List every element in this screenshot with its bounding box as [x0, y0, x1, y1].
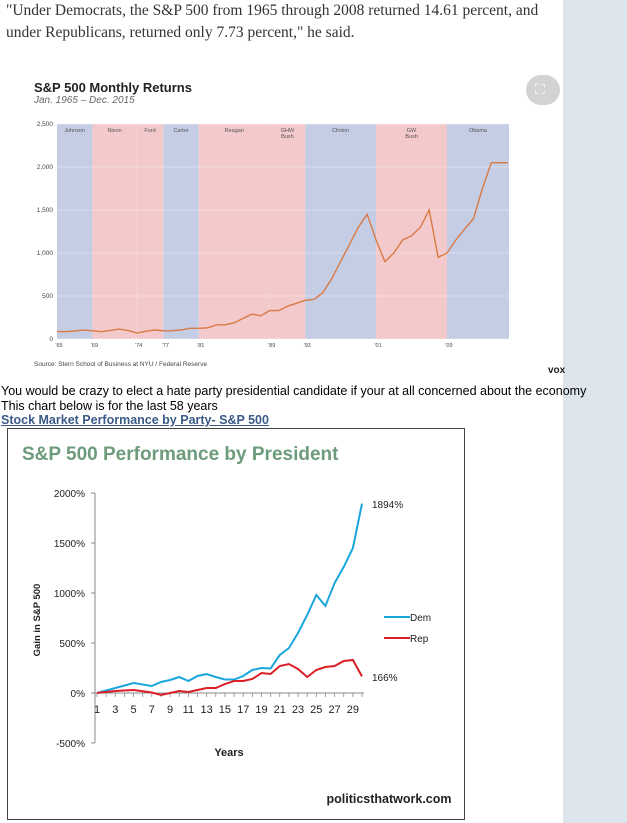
- x-tick-label: '69: [91, 343, 98, 349]
- x-tick-label: '77: [162, 343, 169, 349]
- president-label-8-0: Obama: [469, 128, 488, 134]
- president-band-1: [92, 124, 137, 339]
- president-band-5: [269, 124, 306, 339]
- quote-text: "Under Democrats, the S&P 500 from 1965 …: [6, 2, 539, 41]
- president-label-7-1: Bush: [405, 134, 418, 140]
- body-line-2: This chart below is for the last 58 year…: [1, 399, 218, 413]
- chart1-subtitle: Jan. 1965 – Dec. 2015: [34, 95, 135, 106]
- y-tick-label: 2,500: [37, 121, 54, 128]
- chart1-title: S&P 500 Monthly Returns: [34, 80, 192, 95]
- sp500-line: [56, 161, 509, 334]
- president-label-2-0: Ford: [144, 128, 155, 134]
- president-label-6-0: Clinton: [332, 128, 349, 134]
- president-label-4-0: Reagan: [225, 128, 244, 134]
- president-band-8: [446, 124, 509, 339]
- president-band-6: [305, 124, 377, 339]
- y-tick-label: 0: [49, 336, 53, 343]
- expand-icon: ⛶: [535, 81, 545, 97]
- x-tick-label: '93: [304, 343, 311, 349]
- chart1-plot: Johnson Nixon Ford Carter Reagan GHWBushClint…: [37, 121, 509, 349]
- chart2-title: S&P 500 Performance by President: [22, 444, 339, 465]
- chart1-source: Source: Stern School of Business at NYU …: [34, 361, 208, 368]
- x-tick-label: '81: [197, 343, 204, 349]
- president-band-3: [163, 124, 199, 339]
- x-tick-label: '65: [55, 343, 62, 349]
- y-tick-label: 1,500: [37, 207, 54, 214]
- president-band-0: [57, 124, 93, 339]
- party-performance-link[interactable]: Stock Market Performance by Party- S&P 5…: [1, 413, 269, 427]
- x-tick-label: '09: [445, 343, 452, 349]
- president-band-2: [136, 124, 164, 339]
- body-line-1: You would be crazy to elect a hate party…: [1, 384, 587, 398]
- expand-button[interactable]: ⛶: [526, 75, 560, 105]
- president-label-5-0: GHW: [281, 128, 295, 134]
- x-tick-label: '89: [268, 343, 275, 349]
- president-label-1-0: Nixon: [108, 128, 122, 134]
- president-label-5-1: Bush: [281, 134, 294, 140]
- president-label-0-0: Johnson: [64, 128, 85, 134]
- president-band-7: [376, 124, 447, 339]
- chart2-frame: [7, 428, 465, 820]
- president-label-3-0: Carter: [173, 128, 188, 134]
- vox-credit: vox: [548, 365, 566, 376]
- x-tick-label: '01: [374, 343, 381, 349]
- president-label-7-0: GW: [407, 128, 417, 134]
- y-tick-label: 1,000: [37, 250, 54, 257]
- x-tick-label: '74: [135, 343, 142, 349]
- y-tick-label: 2,000: [37, 164, 54, 171]
- y-tick-label: 500: [42, 293, 53, 300]
- president-band-4: [198, 124, 270, 339]
